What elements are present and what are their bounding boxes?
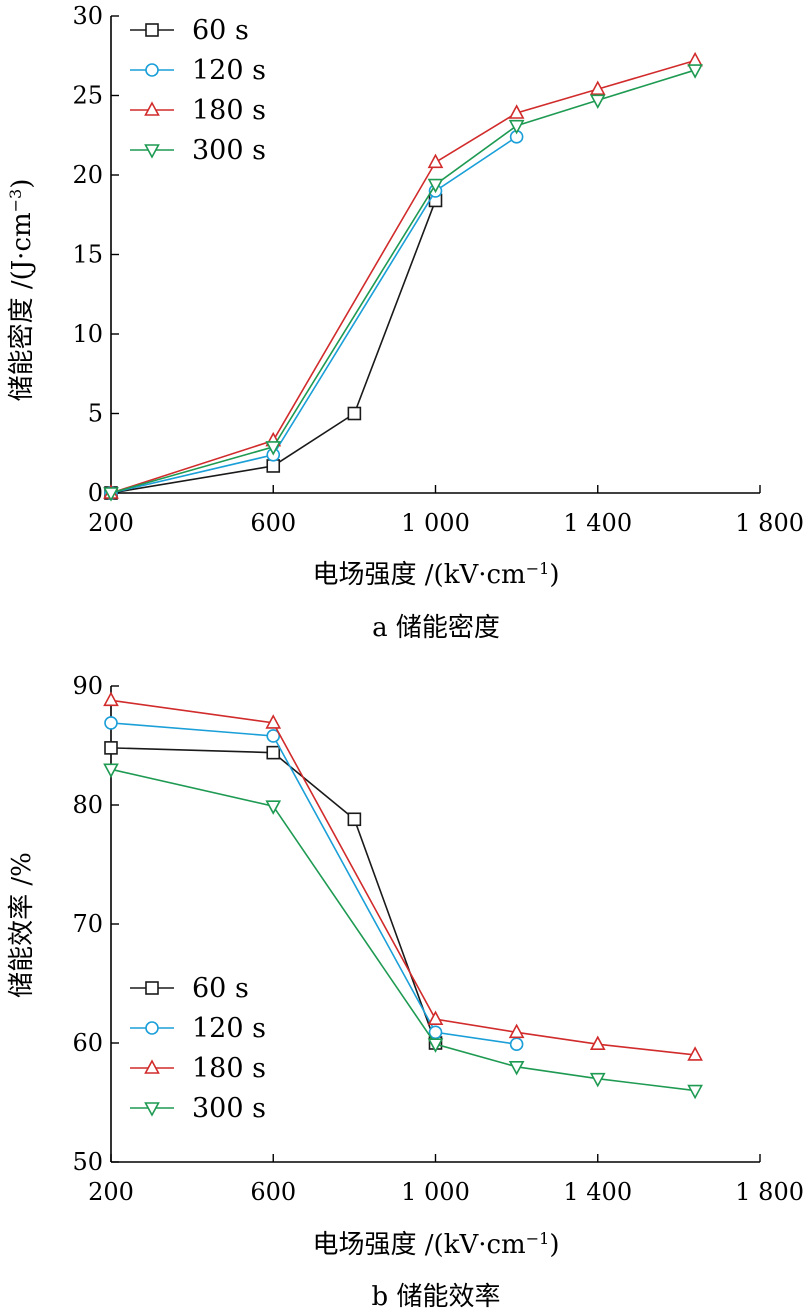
x-tick-label: 200 [88, 509, 134, 537]
legend-label: 180 s [192, 95, 266, 126]
data-point [687, 1046, 703, 1061]
series-line-300s [110, 69, 696, 494]
series-line-300s [110, 768, 696, 1092]
data-point [103, 487, 119, 502]
data-point [265, 800, 282, 815]
data-point [427, 153, 444, 169]
legend-label: 300 s [192, 1093, 266, 1124]
x-tick-label: 600 [250, 1178, 296, 1206]
legend-marker [144, 101, 160, 116]
y-tick-label: 60 [72, 1029, 103, 1057]
data-point [103, 763, 119, 778]
data-point [589, 94, 606, 109]
series-line-180s [110, 59, 696, 494]
data-point [347, 812, 362, 827]
data-point [427, 1010, 444, 1025]
data-point [508, 1061, 525, 1076]
x-tick-label: 1 400 [563, 509, 632, 537]
y-tick-label: 30 [72, 2, 103, 30]
data-point [428, 1025, 443, 1040]
y-tick-label: 80 [72, 791, 103, 819]
x-axis-label: 电场强度 /(kV·cm−1) [313, 559, 560, 590]
y-tick-label: 90 [72, 672, 103, 700]
legend-marker [144, 1102, 160, 1117]
data-point [265, 714, 282, 729]
data-point [687, 51, 703, 67]
data-point [508, 104, 525, 119]
data-point [104, 716, 118, 730]
data-point [589, 80, 606, 95]
data-point [103, 691, 119, 707]
y-axis-label: 储能密度 /(J·cm−3) [6, 179, 37, 402]
legend-marker [144, 144, 160, 159]
x-tick-label: 1 800 [735, 509, 804, 537]
data-point [508, 119, 525, 135]
y-axis-label: 储能效率 /% [7, 852, 37, 998]
data-point [509, 1037, 524, 1051]
data-point [104, 741, 118, 755]
data-point [427, 1038, 444, 1053]
series-line-180s [110, 699, 696, 1056]
y-tick-label: 70 [72, 910, 103, 938]
legend-marker [145, 23, 159, 37]
legend-label: 120 s [192, 1013, 266, 1044]
data-point [687, 64, 703, 79]
legend-label: 120 s [192, 55, 266, 86]
legend-label: 60 s [192, 973, 249, 1004]
caption: b 储能效率 [372, 1282, 501, 1312]
caption: a 储能密度 [372, 613, 500, 643]
x-tick-label: 1 000 [401, 1178, 470, 1206]
legend-marker [145, 981, 159, 995]
x-tick-label: 600 [250, 509, 296, 537]
data-point [266, 745, 281, 760]
series-line-120s [110, 136, 518, 494]
x-tick-label: 1 000 [401, 509, 470, 537]
y-tick-label: 50 [72, 1148, 103, 1176]
data-point [266, 459, 281, 473]
chart-panel-b: 50 60 70 80 90 200 600 1 000 1 400 1 800 60 s 120 … [7, 672, 804, 1312]
y-tick-label: 10 [72, 320, 103, 348]
data-point [427, 178, 444, 194]
data-point [508, 1023, 525, 1039]
legend-label: 180 s [192, 1053, 266, 1084]
x-tick-label: 1 800 [735, 1178, 804, 1206]
y-tick-label: 20 [72, 161, 103, 189]
chart-panel-a: 0 5 10 15 20 25 30 200 600 1 000 1 400 1 800 60 s 12… [6, 2, 804, 643]
y-tick-label: 5 [88, 400, 103, 428]
series-line-120s [110, 722, 517, 1045]
legend-marker [145, 63, 159, 77]
legend-label: 60 s [192, 15, 249, 46]
legend-marker [144, 1059, 160, 1074]
data-point [266, 729, 281, 743]
x-tick-label: 1 400 [563, 1178, 632, 1206]
series-line-60s [110, 747, 437, 1044]
data-point [589, 1035, 606, 1050]
legend-label: 300 s [192, 135, 266, 166]
y-tick-label: 25 [72, 82, 103, 110]
x-tick-label: 200 [88, 1178, 134, 1206]
data-point [265, 441, 282, 456]
y-tick-label: 15 [72, 241, 103, 269]
data-point [687, 1084, 703, 1100]
series-line-60s [110, 200, 437, 494]
data-point [347, 406, 362, 421]
legend-marker [145, 1021, 159, 1035]
data-point [589, 1072, 606, 1088]
x-axis-label: 电场强度 /(kV·cm−1) [313, 1229, 560, 1260]
y-tick-label: 0 [88, 479, 103, 507]
